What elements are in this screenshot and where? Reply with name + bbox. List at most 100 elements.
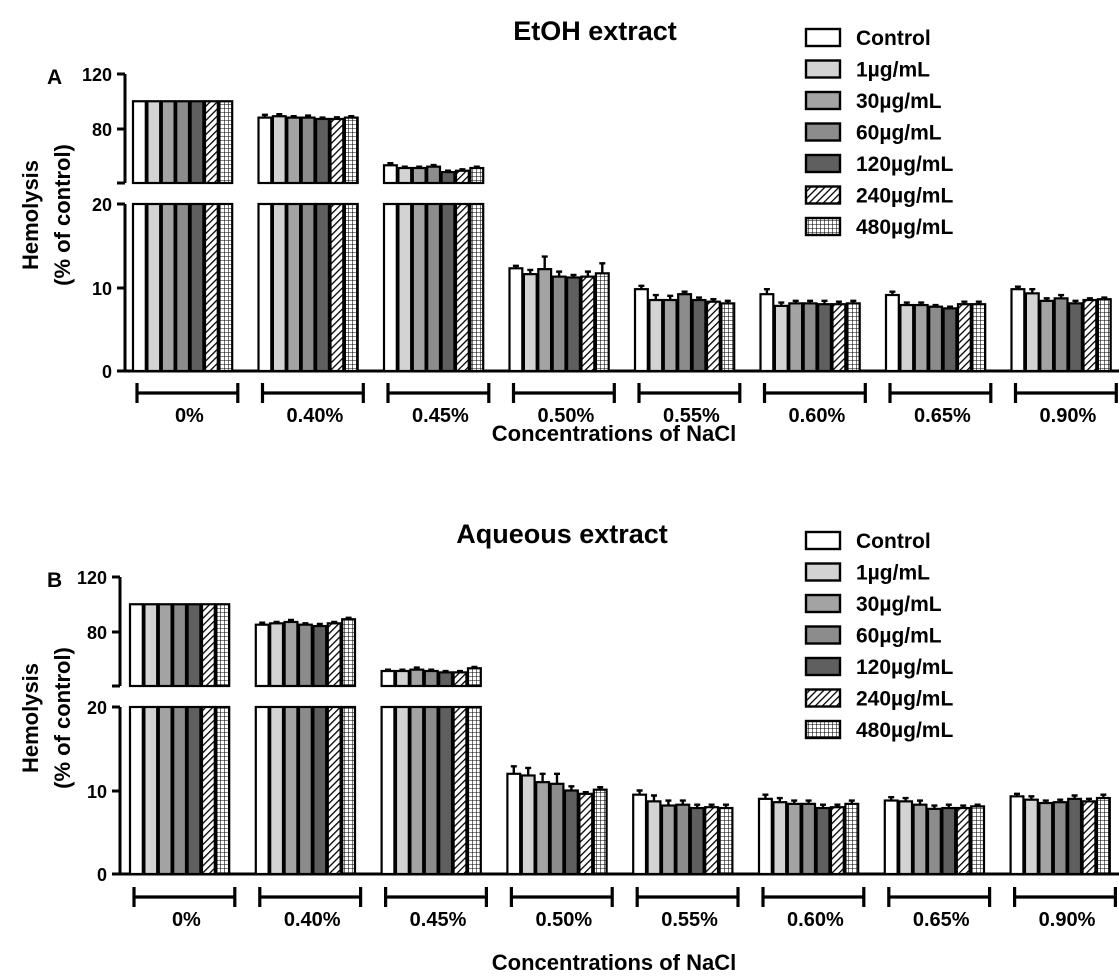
chart-title: Aqueous extract <box>456 519 668 549</box>
bar-240µg/mL-0.40% <box>329 117 345 185</box>
bar-1µg/mL-0.40%-lower <box>269 705 285 876</box>
error-bar-30µg/mL-0.65% <box>918 301 925 306</box>
error-bar-Control-0.60% <box>762 793 769 799</box>
error-bar-1µg/mL-0.45% <box>401 165 408 169</box>
bar-Control-0%-lower <box>128 705 144 876</box>
legend-label: 60µg/mL <box>856 122 942 145</box>
error-bar-Control-0.55% <box>638 284 645 290</box>
bar-60µg/mL-0.65% <box>926 807 942 876</box>
legend-label: Control <box>856 27 931 50</box>
bar-Control-0.60% <box>757 797 773 876</box>
legend-swatch-1µg/mL <box>804 562 842 582</box>
error-bar-60µg/mL-0.60% <box>807 299 814 304</box>
error-bar-1µg/mL-0.90% <box>1029 287 1036 294</box>
bar-30µg/mL-0%-lower <box>157 705 173 876</box>
bar-120µg/mL-0.55% <box>691 298 707 373</box>
bar-60µg/mL-0.45%-lower <box>426 202 442 373</box>
error-bar-240µg/mL-0.90% <box>1086 797 1092 802</box>
error-bar-120µg/mL-0.50% <box>570 273 577 278</box>
error-bar-120µg/mL-0.65% <box>945 803 952 809</box>
error-bar-30µg/mL-0.90% <box>1042 799 1049 804</box>
bar-1µg/mL-0.55% <box>646 800 662 876</box>
bar-240µg/mL-0.45%-lower <box>452 705 468 876</box>
legend: Control 1µg/mL 30µg/mL 60µg/mL 120µg/mL 240µg… <box>804 530 953 742</box>
bar-1µg/mL-0.65% <box>899 303 915 373</box>
bar-1µg/mL-0.45%-lower <box>397 202 413 373</box>
bar-120µg/mL-0.40% <box>312 624 328 688</box>
bar-60µg/mL-0.60% <box>801 802 817 876</box>
bar-30µg/mL-0.90% <box>1039 299 1055 373</box>
y-tick-label: 80 <box>87 623 107 643</box>
y-tick-label: 10 <box>87 782 107 802</box>
bar-240µg/mL-0.90% <box>1081 800 1097 876</box>
error-bar-30µg/mL-0.60% <box>791 799 798 804</box>
bar-120µg/mL-0.65% <box>942 307 958 373</box>
bar-480µg/mL-0.45% <box>469 166 485 185</box>
bar-Control-0.50% <box>506 772 522 876</box>
y-tick-label: 0 <box>102 362 112 382</box>
bar-480µg/mL-0.40%-lower <box>341 705 357 876</box>
error-bar-240µg/mL-0.50% <box>584 270 591 277</box>
error-bar-60µg/mL-0.90% <box>1058 293 1065 299</box>
bar-1µg/mL-0.60% <box>773 304 789 373</box>
error-bar-120µg/mL-0.45% <box>442 669 449 673</box>
category-bracket-0.55% <box>635 887 740 907</box>
error-bar-480µg/mL-0.90% <box>1100 793 1107 799</box>
bar-480µg/mL-0.50% <box>594 272 610 373</box>
legend-label: 60µg/mL <box>856 625 942 648</box>
bar-Control-0% <box>128 603 144 688</box>
bar-Control-0.40%-lower <box>257 202 273 373</box>
error-bar-240µg/mL-0.50% <box>582 790 589 794</box>
legend-swatch-480µg/mL <box>804 216 842 237</box>
bar-240µg/mL-0.55% <box>705 300 721 373</box>
bar-60µg/mL-0.90% <box>1053 297 1069 373</box>
error-bar-240µg/mL-0.45% <box>457 669 463 673</box>
panel-a: EtOH extract A Hemolysis (% of control) … <box>18 16 1119 446</box>
bar-Control-0.90% <box>1010 288 1026 373</box>
bar-60µg/mL-0.40% <box>297 623 313 688</box>
bar-1µg/mL-0% <box>143 603 159 688</box>
category-bracket-0.60% <box>761 887 866 907</box>
error-bar-60µg/mL-0.40% <box>302 622 309 625</box>
error-bar-30µg/mL-0.40% <box>290 115 297 118</box>
error-bar-60µg/mL-0.50% <box>554 772 560 784</box>
bar-30µg/mL-0.45% <box>411 166 427 185</box>
bar-120µg/mL-0.45% <box>438 671 454 688</box>
bar-240µg/mL-0.40%-lower <box>329 202 345 373</box>
error-bar-1µg/mL-0.90% <box>1028 795 1035 800</box>
error-bar-30µg/mL-0.45% <box>413 666 420 670</box>
bar-480µg/mL-0.45% <box>466 667 482 688</box>
error-bar-120µg/mL-0.40% <box>319 116 326 119</box>
bar-Control-0.45%-lower <box>382 202 398 373</box>
legend-label: 480µg/mL <box>856 719 953 742</box>
legend-label: 30µg/mL <box>856 593 942 616</box>
x-tick-label: 0.55% <box>661 909 718 931</box>
x-tick-label: 0% <box>172 909 201 931</box>
bar-1µg/mL-0.45%-lower <box>394 705 410 876</box>
y-axis-label-line2: (% of control) <box>50 144 75 286</box>
error-bar-480µg/mL-0.45% <box>471 665 478 669</box>
bar-1µg/mL-0%-lower <box>146 202 162 373</box>
bar-60µg/mL-0.50% <box>551 275 567 373</box>
error-bar-480µg/mL-0.55% <box>723 803 729 809</box>
error-bar-480µg/mL-0.50% <box>597 785 604 790</box>
error-bar-240µg/mL-0.55% <box>710 297 717 302</box>
bar-60µg/mL-0.45% <box>423 669 439 688</box>
bar-1µg/mL-0.65% <box>898 800 914 876</box>
bar-Control-0.65% <box>884 293 900 373</box>
legend-swatch-120µg/mL <box>804 153 842 174</box>
error-bar-1µg/mL-0.55% <box>651 794 657 802</box>
category-bracket-0.50% <box>509 887 614 907</box>
bar-480µg/mL-0.60% <box>845 302 861 373</box>
error-bar-30µg/mL-0.60% <box>792 299 799 304</box>
error-bar-60µg/mL-0.55% <box>681 290 688 295</box>
panel-b: Aqueous extract B Hemolysis (% of contro… <box>18 519 1119 975</box>
bar-30µg/mL-0.55% <box>660 804 676 876</box>
error-bar-Control-0.50% <box>512 264 519 269</box>
error-bar-1µg/mL-0.50% <box>527 268 534 275</box>
x-tick-label: 0.65% <box>913 909 970 931</box>
error-bar-480µg/mL-0.60% <box>848 799 855 804</box>
x-tick-label: 0.90% <box>1039 909 1096 931</box>
bar-Control-0.40%-lower <box>254 705 270 876</box>
category-bracket-0.40% <box>258 887 363 907</box>
